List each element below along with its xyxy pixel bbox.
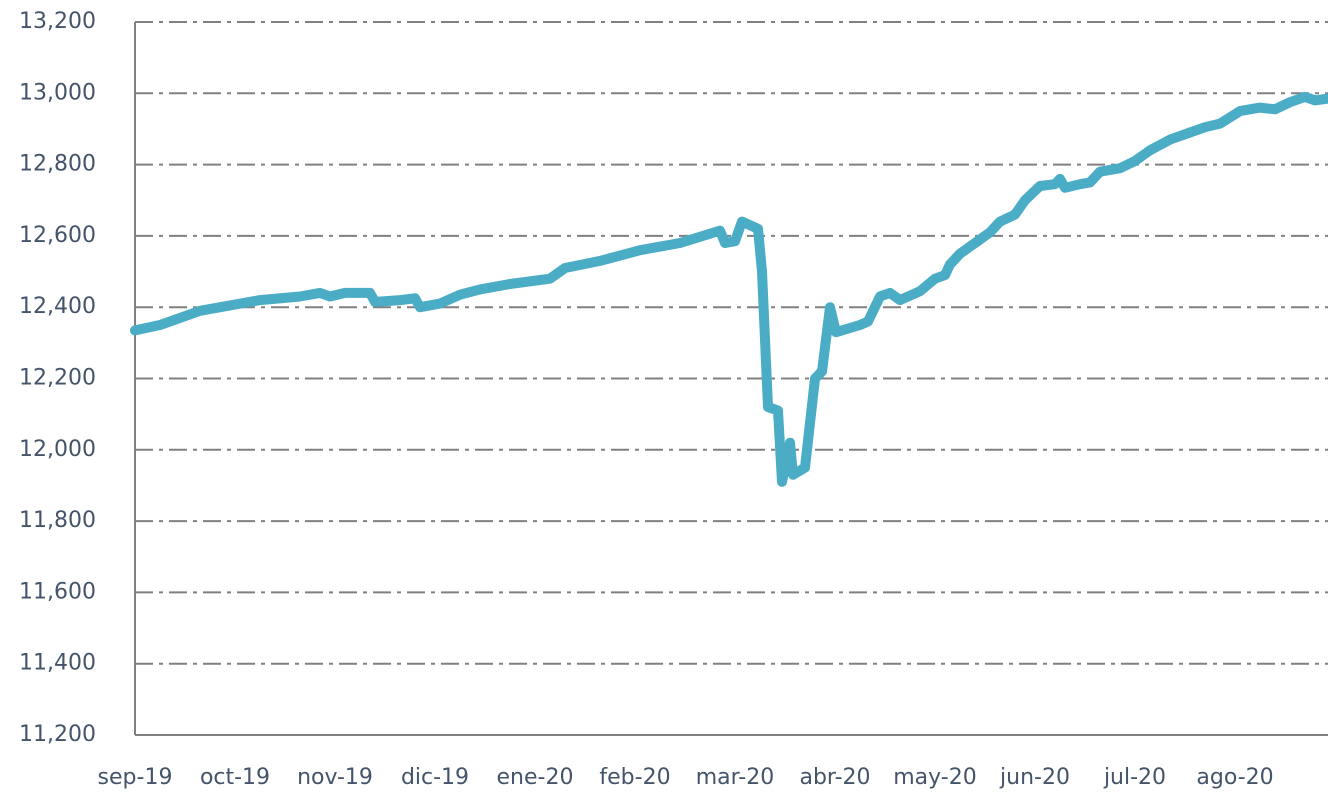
y-tick-label: 12,200 xyxy=(19,366,96,391)
y-tick-label: 11,600 xyxy=(19,579,96,604)
x-tick-label: oct-19 xyxy=(200,765,270,790)
x-tick-label: jun-20 xyxy=(999,765,1070,790)
series-line xyxy=(130,91,1328,487)
y-tick-label: 12,800 xyxy=(19,152,96,177)
x-tick-label: feb-20 xyxy=(599,765,670,790)
x-tick-label: ago-20 xyxy=(1196,765,1273,790)
y-tick-label: 11,400 xyxy=(19,651,96,676)
x-tick-label: may-20 xyxy=(893,765,976,790)
y-tick-label: 12,000 xyxy=(19,437,96,462)
x-tick-label: jul-20 xyxy=(1103,765,1166,790)
y-tick-label: 12,400 xyxy=(19,294,96,319)
x-tick-label: mar-20 xyxy=(696,765,774,790)
x-tick-label: sep-19 xyxy=(98,765,173,790)
y-tick-label: 11,800 xyxy=(19,508,96,533)
x-tick-label: ene-20 xyxy=(497,765,574,790)
y-tick-label: 13,200 xyxy=(19,9,96,34)
y-tick-label: 13,000 xyxy=(19,80,96,105)
y-tick-label: 11,200 xyxy=(19,722,96,747)
y-tick-label: 12,600 xyxy=(19,223,96,248)
x-tick-label: dic-19 xyxy=(401,765,469,790)
x-tick-label: abr-20 xyxy=(799,765,870,790)
x-tick-label: nov-19 xyxy=(297,765,373,790)
